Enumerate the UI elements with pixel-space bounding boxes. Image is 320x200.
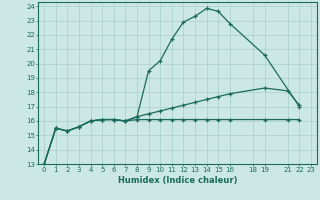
X-axis label: Humidex (Indice chaleur): Humidex (Indice chaleur) <box>118 176 237 185</box>
